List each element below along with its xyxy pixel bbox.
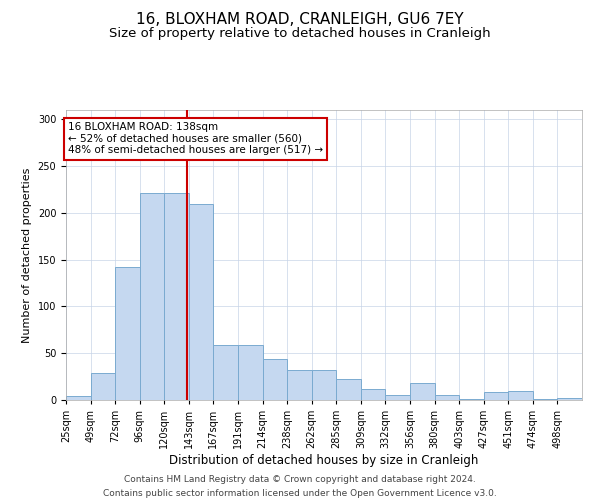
Bar bbox=[336, 380, 361, 400]
Bar bbox=[164, 194, 189, 400]
Bar bbox=[557, 398, 582, 400]
Bar bbox=[66, 396, 91, 400]
Bar bbox=[410, 383, 434, 400]
Bar bbox=[91, 373, 115, 400]
Bar bbox=[287, 370, 312, 400]
Bar bbox=[238, 345, 263, 400]
Bar bbox=[214, 345, 238, 400]
Bar bbox=[434, 396, 459, 400]
Text: Size of property relative to detached houses in Cranleigh: Size of property relative to detached ho… bbox=[109, 28, 491, 40]
Bar bbox=[533, 399, 557, 400]
X-axis label: Distribution of detached houses by size in Cranleigh: Distribution of detached houses by size … bbox=[169, 454, 479, 467]
Bar bbox=[508, 390, 533, 400]
Bar bbox=[189, 204, 214, 400]
Bar bbox=[459, 399, 484, 400]
Y-axis label: Number of detached properties: Number of detached properties bbox=[22, 168, 32, 342]
Text: Contains HM Land Registry data © Crown copyright and database right 2024.
Contai: Contains HM Land Registry data © Crown c… bbox=[103, 476, 497, 498]
Bar bbox=[263, 359, 287, 400]
Text: 16 BLOXHAM ROAD: 138sqm
← 52% of detached houses are smaller (560)
48% of semi-d: 16 BLOXHAM ROAD: 138sqm ← 52% of detache… bbox=[68, 122, 323, 156]
Bar bbox=[312, 370, 336, 400]
Bar bbox=[484, 392, 508, 400]
Bar bbox=[115, 267, 140, 400]
Text: 16, BLOXHAM ROAD, CRANLEIGH, GU6 7EY: 16, BLOXHAM ROAD, CRANLEIGH, GU6 7EY bbox=[136, 12, 464, 28]
Bar bbox=[140, 194, 164, 400]
Bar bbox=[385, 396, 410, 400]
Bar bbox=[361, 389, 385, 400]
